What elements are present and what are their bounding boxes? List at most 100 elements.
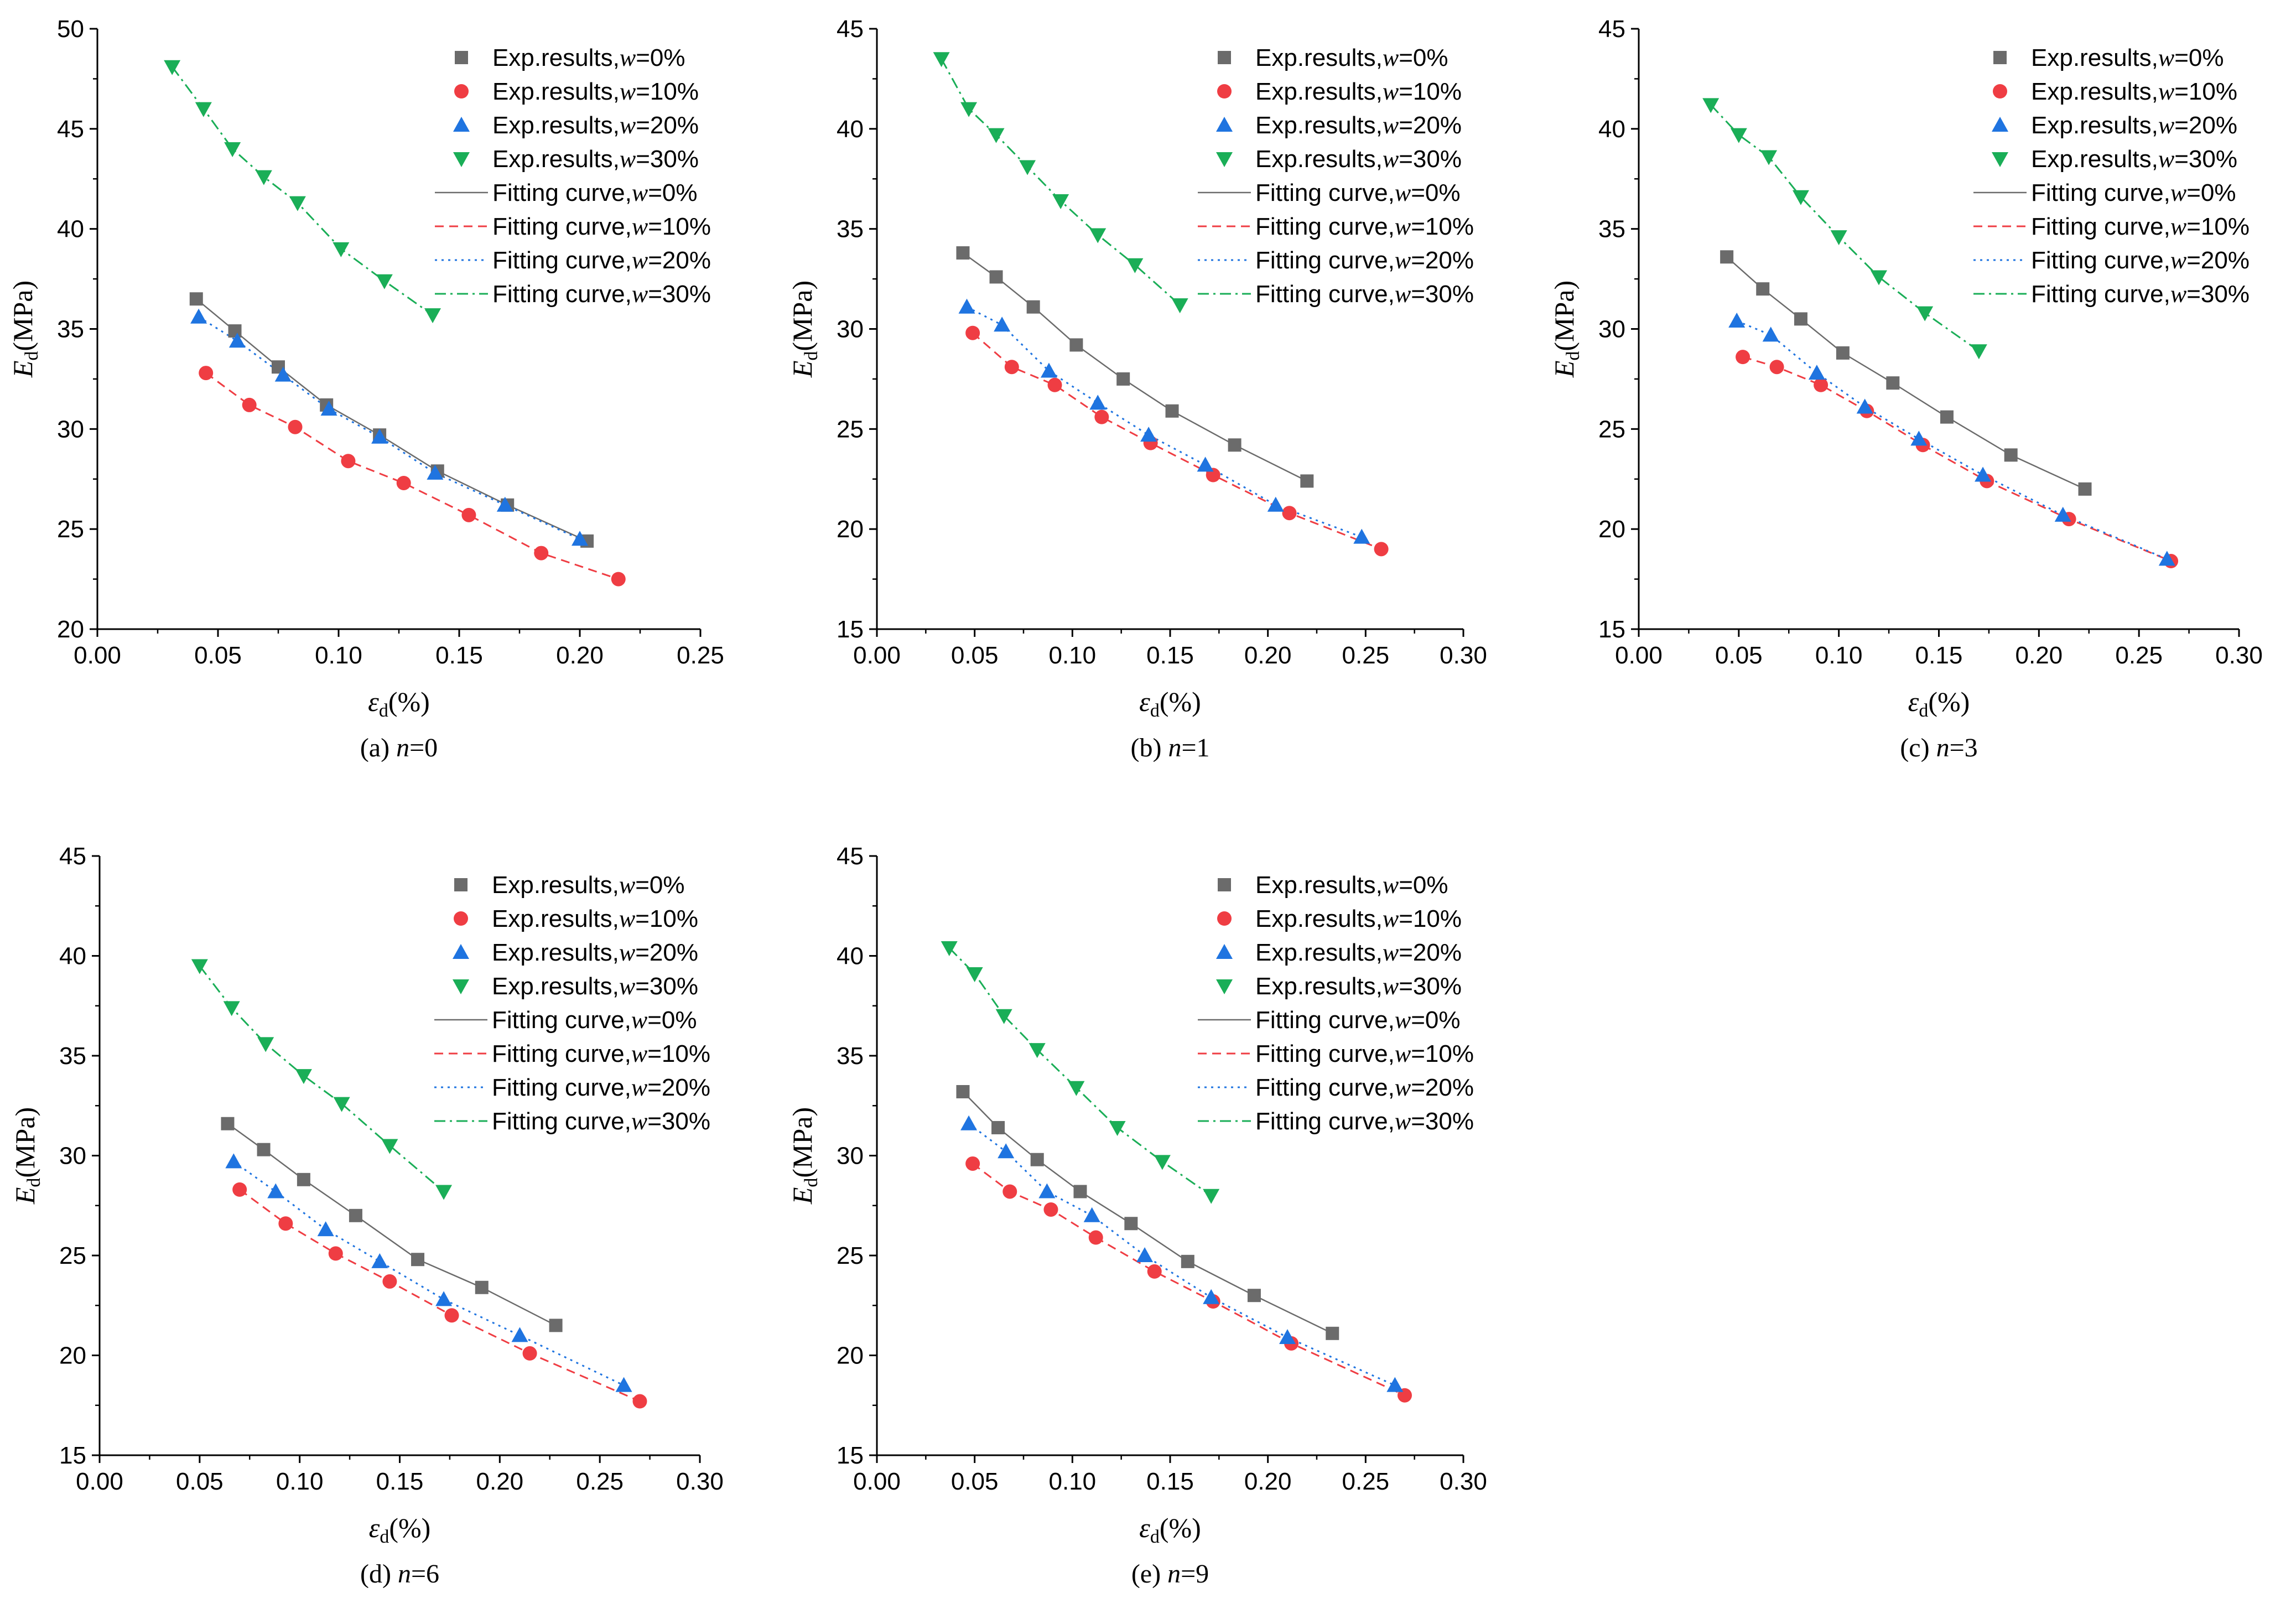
data-point-w20 <box>317 1221 334 1237</box>
y-tick-label: 40 <box>57 216 84 243</box>
data-point-w10 <box>534 546 549 561</box>
chart-panel-b: 0.00 0.05 0.10 0.15 0.20 0.25 0.30 15 20 25 30 35 40… <box>787 15 1487 762</box>
x-tick-label: 0.00 <box>74 642 121 669</box>
data-point-w20 <box>267 1183 284 1198</box>
legend-label-exp: Exp.results,w=20% <box>492 939 698 966</box>
data-point-w10 <box>341 454 356 469</box>
x-tick-label: 0.25 <box>1342 642 1390 669</box>
x-tick-label: 0.25 <box>576 1468 624 1495</box>
x-tick-label: 0.30 <box>2215 642 2263 669</box>
x-tick-label: 0.30 <box>1440 642 1487 669</box>
legend-label-exp: Exp.results,w=20% <box>1255 939 1462 966</box>
data-point-w20 <box>320 401 337 416</box>
y-tick-label: 20 <box>57 616 84 643</box>
data-point-w0 <box>411 1253 425 1267</box>
y-tick-label: 45 <box>837 843 864 870</box>
y-tick-label: 15 <box>59 1442 86 1469</box>
legend-marker-w30 <box>1216 979 1233 994</box>
x-axis-title: εd(%) <box>369 1512 431 1547</box>
legend-label-fit: Fitting curve,w=20% <box>1255 1074 1474 1101</box>
x-tick-label: 0.20 <box>1244 1468 1292 1495</box>
x-tick-label: 0.10 <box>1049 642 1097 669</box>
x-tick-label: 0.20 <box>476 1468 524 1495</box>
data-point-w30 <box>1203 1189 1220 1204</box>
data-point-w30 <box>941 941 958 957</box>
data-point-w20 <box>615 1377 632 1392</box>
legend-label-fit: Fitting curve,w=10% <box>492 213 711 240</box>
data-point-w30 <box>289 196 306 211</box>
x-tick-label: 0.00 <box>853 1468 901 1495</box>
legend-label-fit: Fitting curve,w=30% <box>492 1108 710 1135</box>
x-tick-label: 0.00 <box>1615 642 1663 669</box>
legend: Exp.results,w=0% Exp.results,w=10% Exp.res… <box>1198 44 1474 308</box>
data-point-w10 <box>278 1216 293 1231</box>
y-tick-label: 15 <box>1598 616 1625 643</box>
data-point-w30 <box>1019 160 1036 175</box>
data-point-w20 <box>1279 1329 1296 1345</box>
legend-label-fit: Fitting curve,w=20% <box>1255 247 1474 274</box>
fitting-curve-w10 <box>205 372 619 580</box>
data-point-w30 <box>195 102 212 117</box>
y-tick-label: 40 <box>59 943 86 970</box>
data-point-w20 <box>1856 398 1873 414</box>
data-point-w20 <box>998 1143 1015 1159</box>
data-point-w30 <box>1154 1155 1171 1170</box>
data-point-w30 <box>333 242 350 257</box>
legend-label-exp: Exp.results,w=0% <box>492 871 685 899</box>
data-point-w0 <box>956 1085 970 1098</box>
data-point-w30 <box>376 274 393 289</box>
data-point-w30 <box>1028 1043 1046 1059</box>
y-tick-label: 45 <box>57 116 84 143</box>
legend-label-exp: Exp.results,w=0% <box>2031 44 2224 71</box>
data-point-w20 <box>1728 313 1746 328</box>
legend-marker-w20 <box>453 944 469 959</box>
data-point-w0 <box>189 292 203 306</box>
legend-label-fit: Fitting curve,w=10% <box>2031 213 2250 240</box>
y-axis-title: Ed(MPa) <box>9 1107 44 1205</box>
x-tick-label: 0.30 <box>1440 1468 1487 1495</box>
legend-label-exp: Exp.results,w=10% <box>492 78 699 105</box>
data-point-w30 <box>223 1001 240 1016</box>
data-point-w20 <box>1762 326 1779 342</box>
data-point-w30 <box>1126 258 1144 273</box>
data-point-w20 <box>2054 506 2071 522</box>
y-tick-label: 15 <box>837 1442 864 1469</box>
data-point-w20 <box>371 1253 388 1268</box>
fitting-curve-w20 <box>966 306 1362 538</box>
x-tick-label: 0.00 <box>76 1468 123 1495</box>
data-point-w20 <box>1197 456 1214 472</box>
legend-label-exp: Exp.results,w=10% <box>2031 78 2237 105</box>
data-point-w10 <box>1043 1202 1058 1217</box>
data-point-w20 <box>228 333 246 348</box>
y-tick-label: 35 <box>57 316 84 343</box>
chart-panel-c: 0.00 0.05 0.10 0.15 0.20 0.25 0.30 15 20 25 30 35 40… <box>1549 15 2263 762</box>
legend-marker-w0 <box>455 51 468 64</box>
legend-label-exp: Exp.results,w=20% <box>492 112 699 139</box>
data-point-w30 <box>1089 228 1107 243</box>
legend-label-fit: Fitting curve,w=30% <box>1255 1108 1474 1135</box>
x-tick-label: 0.10 <box>1815 642 1863 669</box>
data-point-w20 <box>225 1153 242 1169</box>
data-point-w30 <box>255 170 272 185</box>
y-tick-label: 35 <box>837 216 864 243</box>
legend-label-exp: Exp.results,w=30% <box>1255 146 1462 173</box>
fitting-curve-w30 <box>199 965 445 1192</box>
x-tick-label: 0.05 <box>1715 642 1763 669</box>
legend-marker-w30 <box>1992 152 2008 167</box>
legend-marker-w30 <box>1216 152 1233 167</box>
data-point-w20 <box>1136 1247 1154 1262</box>
legend-marker-w0 <box>1218 878 1231 891</box>
fitting-curve-w10 <box>972 1163 1405 1397</box>
y-tick-label: 30 <box>57 416 84 443</box>
y-tick-label: 45 <box>1598 15 1625 43</box>
data-point-w20 <box>1040 362 1057 378</box>
data-point-w30 <box>1760 150 1778 165</box>
y-tick-label: 20 <box>837 1342 864 1369</box>
y-tick-label: 20 <box>837 516 864 543</box>
data-point-w30 <box>164 60 181 75</box>
data-point-w0 <box>1756 282 1770 296</box>
legend-marker-w20 <box>1216 944 1233 959</box>
data-point-w0 <box>956 246 970 260</box>
data-point-w30 <box>381 1139 398 1154</box>
legend-label-exp: Exp.results,w=10% <box>1255 78 1462 105</box>
